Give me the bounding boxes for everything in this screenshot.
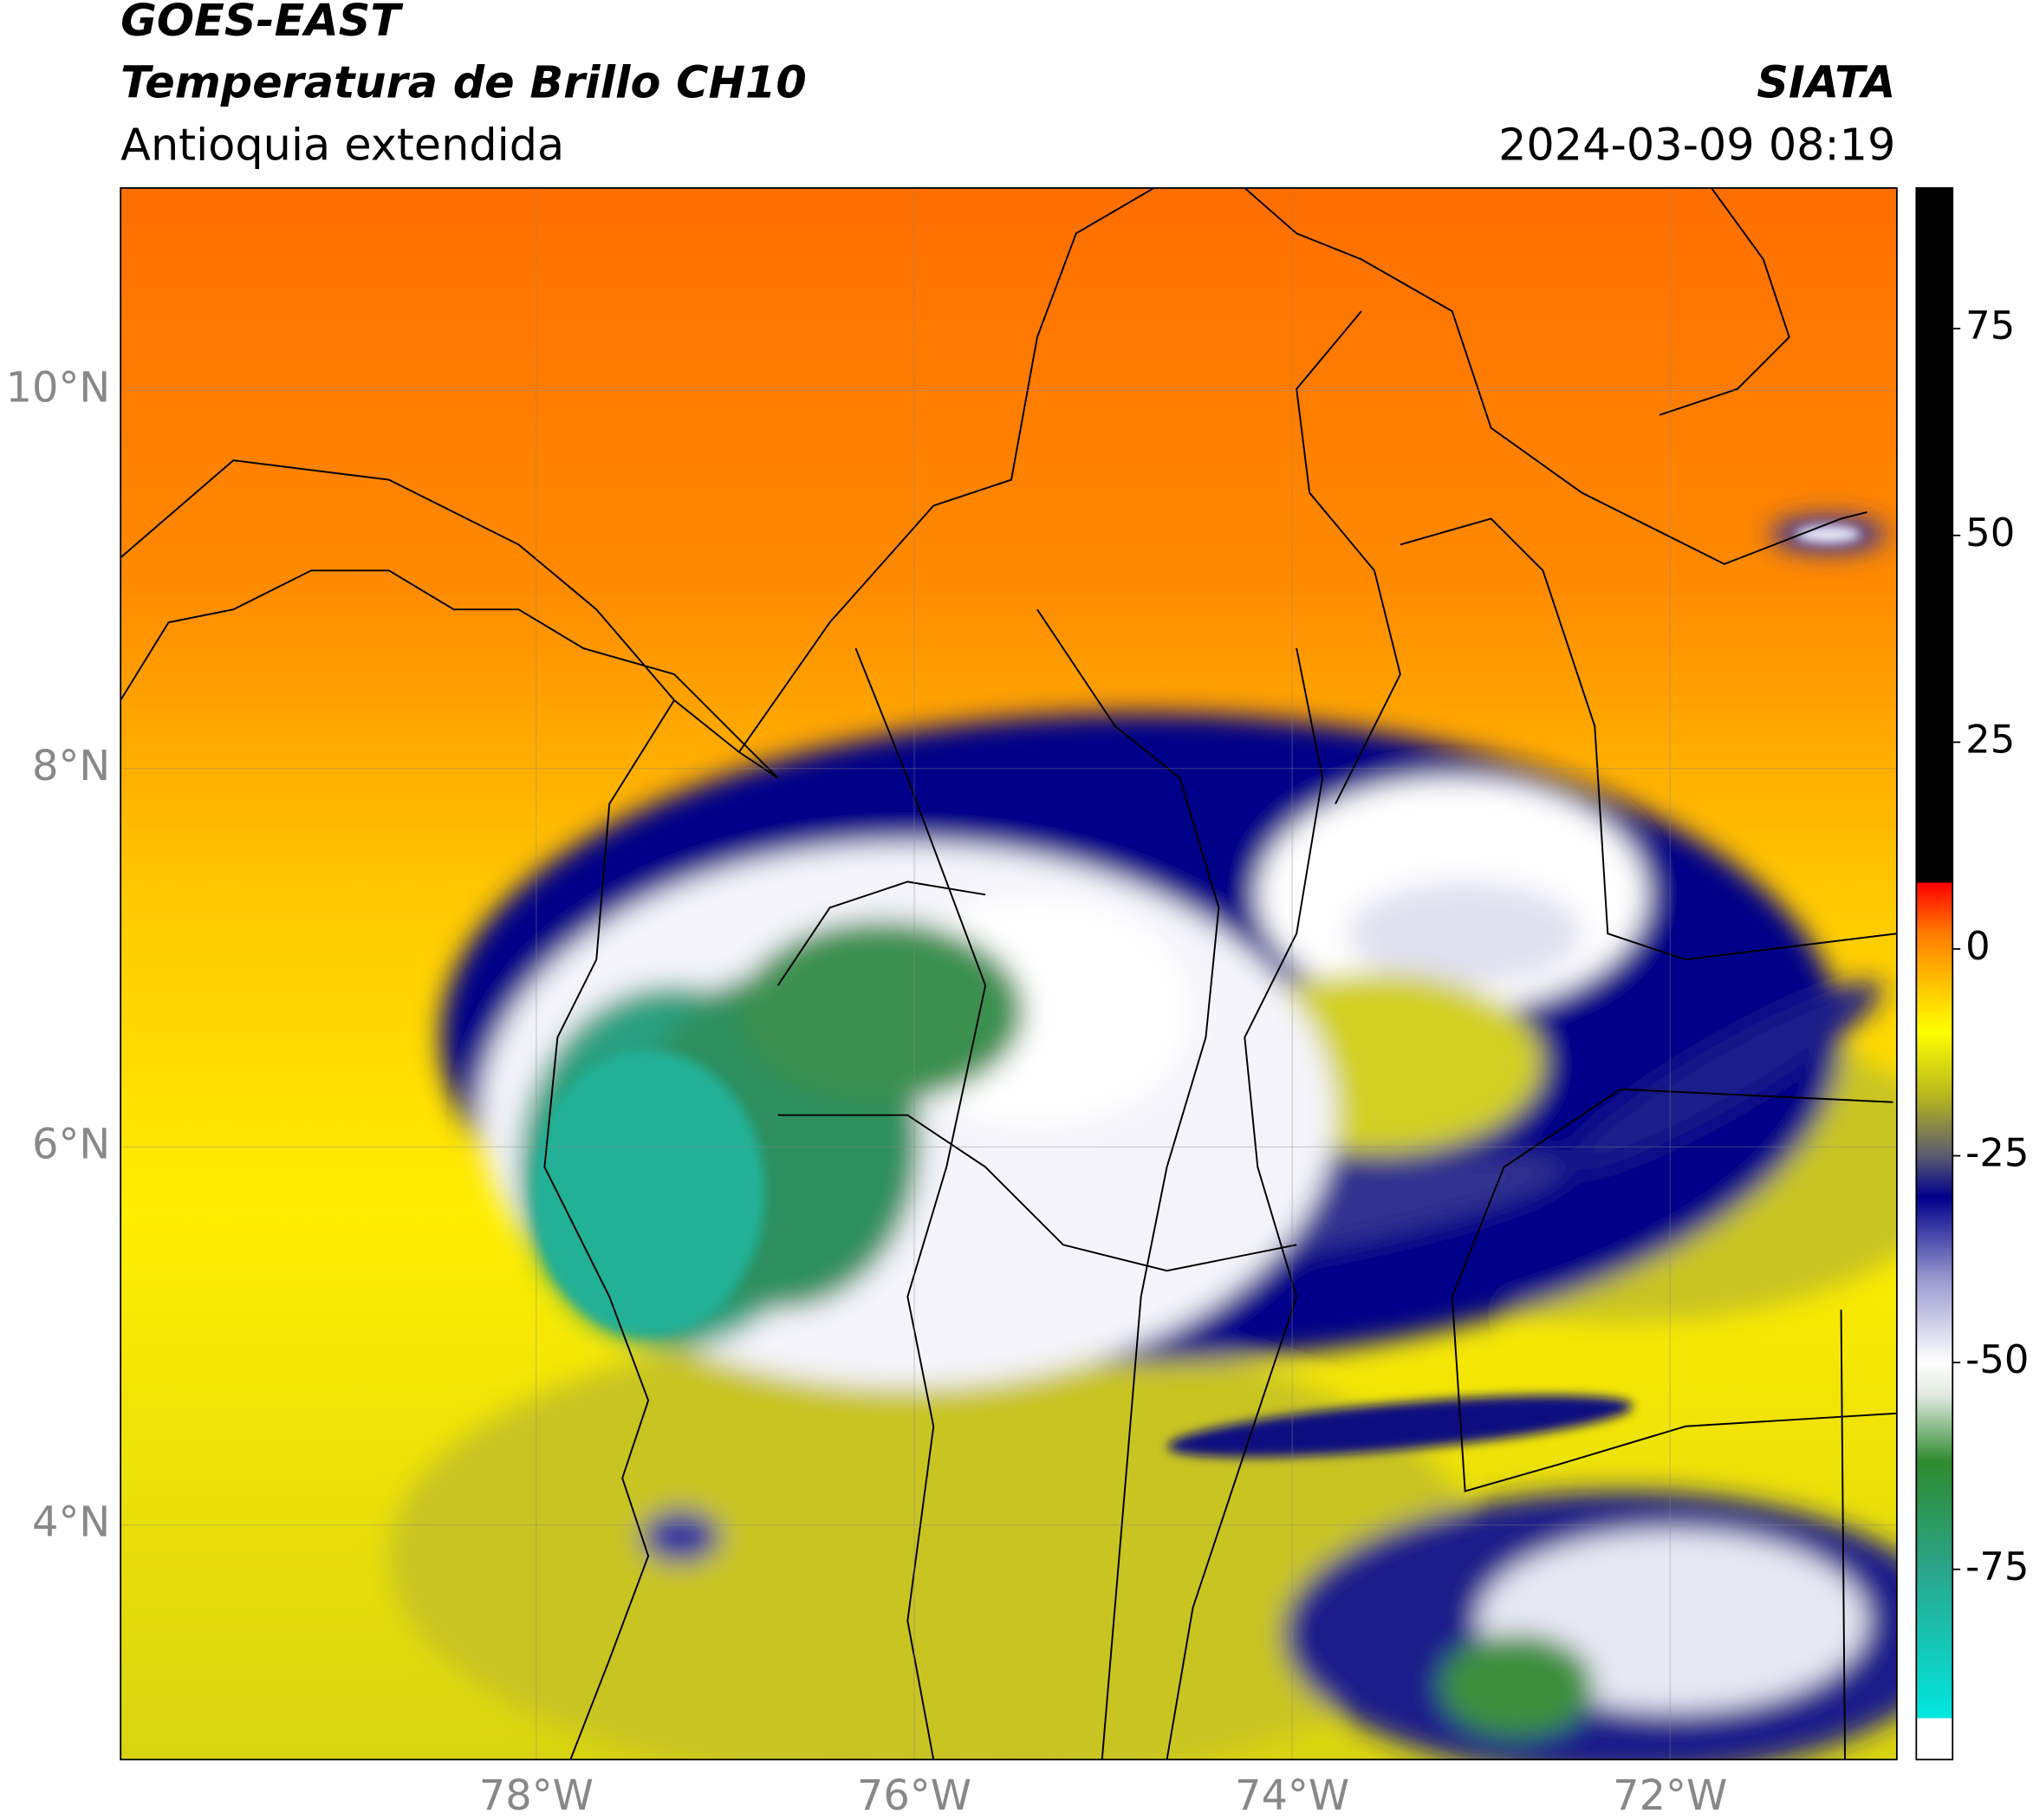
colorbar-tick-label: 75 (1965, 302, 2015, 348)
x-tick-label: 76°W (857, 1772, 971, 1820)
colorbar (1915, 187, 1954, 1761)
title: GOES-EAST (120, 0, 404, 46)
x-tick-label: 78°W (479, 1772, 594, 1820)
y-tick-label: 8°N (32, 743, 110, 790)
timestamp: 2024-03-09 08:19 (1498, 120, 1895, 171)
colorbar-tick-label: 0 (1965, 923, 1991, 969)
y-tick-label: 10°N (6, 364, 111, 412)
x-tick-label: 72°W (1613, 1772, 1727, 1820)
y-tick-label: 4°N (32, 1499, 110, 1547)
colorbar-tick-label: -25 (1965, 1130, 2029, 1176)
map-image (120, 187, 1897, 1760)
subtitle: Temperatura de Brillo CH10 (120, 57, 807, 108)
y-tick-label: 6°N (32, 1121, 110, 1168)
colorbar-tick-label: -75 (1965, 1544, 2029, 1589)
region: Antioquia extendida (120, 120, 564, 171)
colorbar-tick-label: -50 (1965, 1336, 2029, 1382)
colorbar-tick-label: 50 (1965, 510, 2015, 556)
colorbar-tick-label: 25 (1965, 716, 2015, 762)
x-tick-label: 74°W (1235, 1772, 1349, 1820)
map-frame (120, 187, 1898, 1761)
source: SIATA (1757, 57, 1895, 108)
